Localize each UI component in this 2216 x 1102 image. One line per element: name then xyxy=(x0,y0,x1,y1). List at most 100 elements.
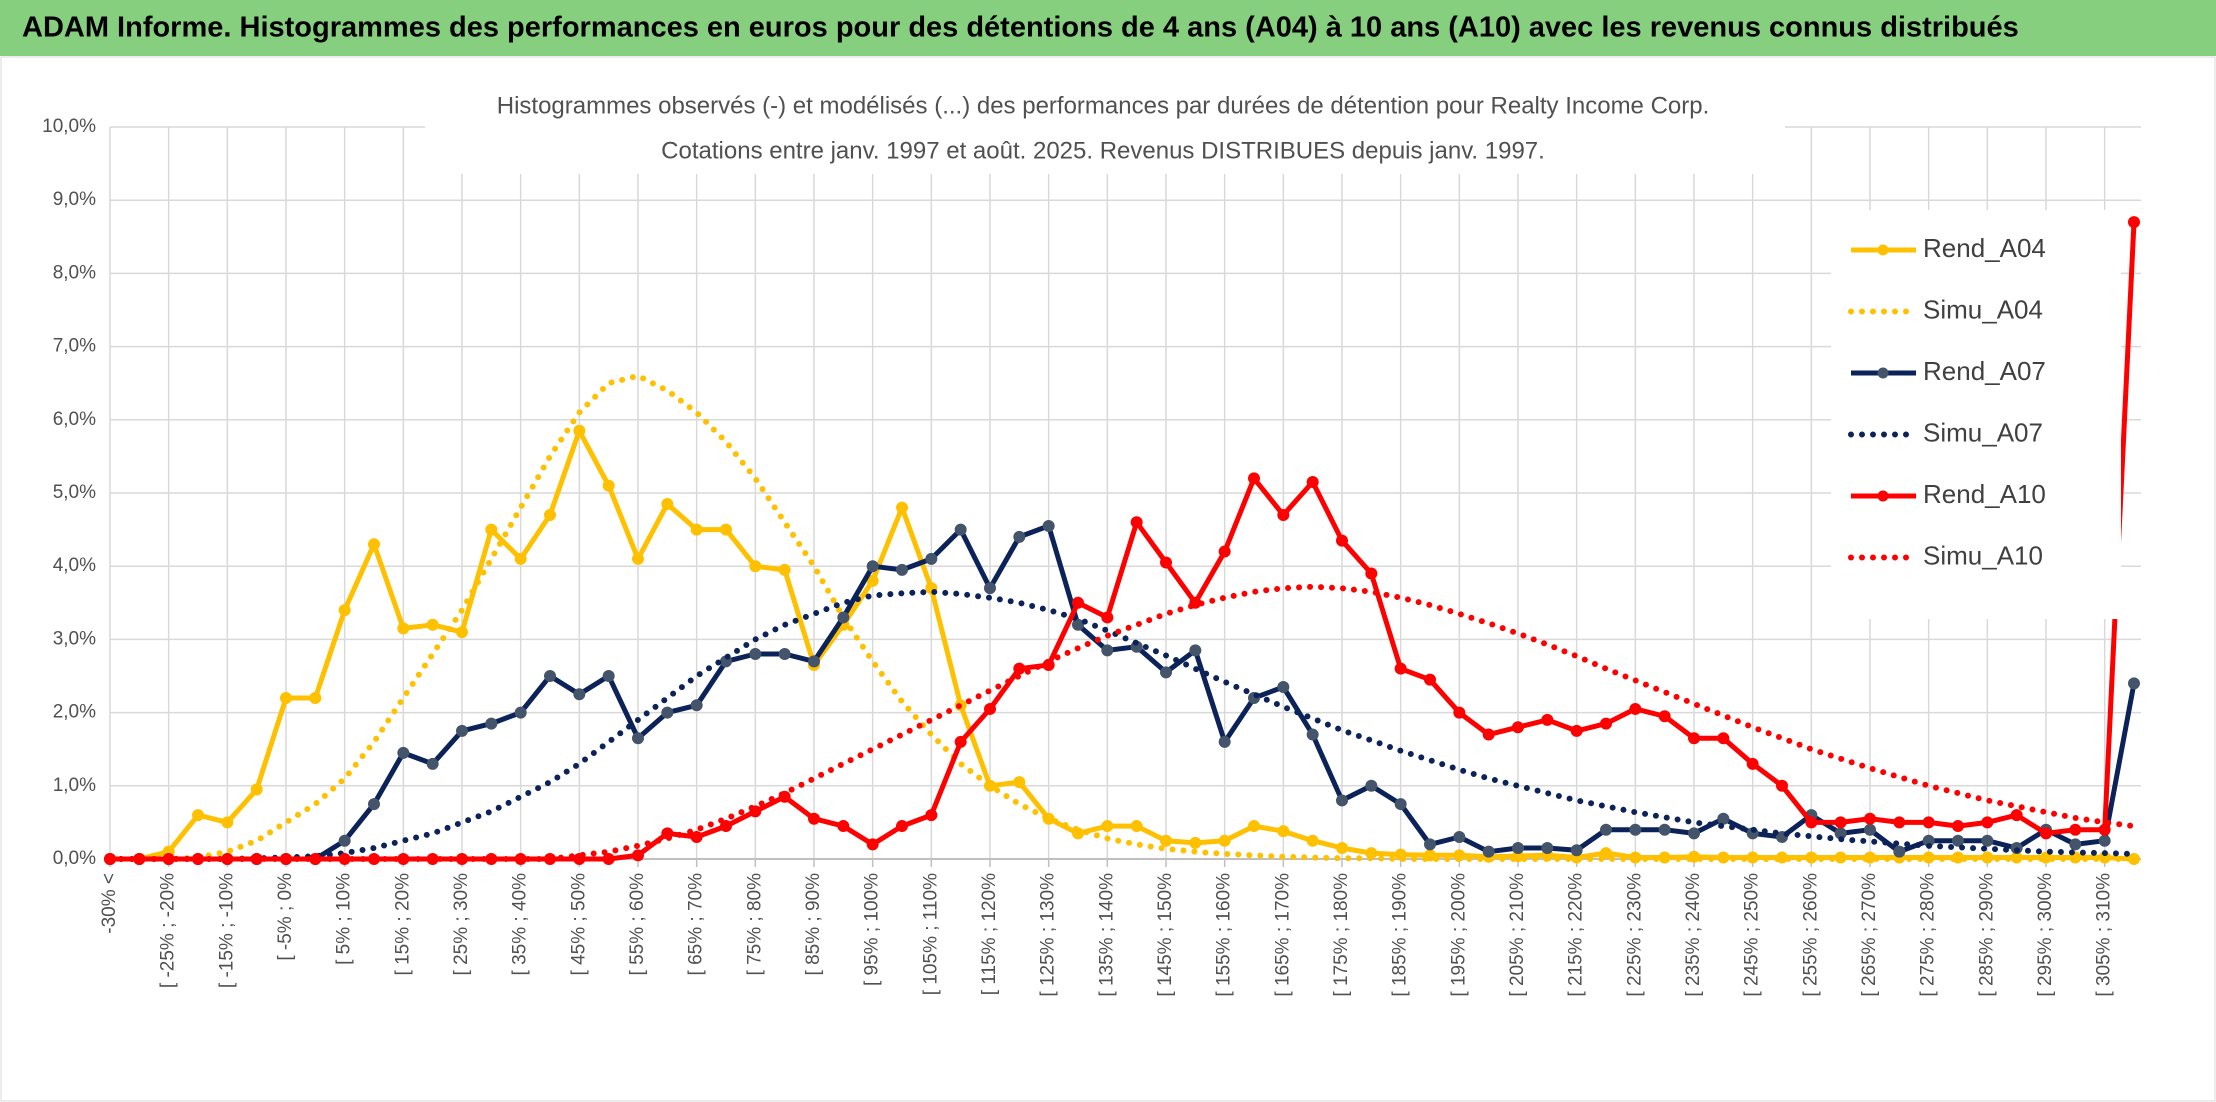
point-marker xyxy=(1688,827,1700,840)
legend-label: Simu_A04 xyxy=(1923,294,2043,324)
point-marker xyxy=(837,611,850,624)
point-marker xyxy=(2010,809,2023,822)
point-marker xyxy=(632,732,644,745)
point-marker xyxy=(720,820,732,833)
chart-subtitle: Cotations entre janv. 1997 et août. 2025… xyxy=(661,137,1545,164)
point-marker xyxy=(1248,820,1260,833)
point-marker xyxy=(1072,618,1084,631)
point-marker xyxy=(896,501,908,514)
point-marker xyxy=(1570,844,1583,857)
x-tick-label: [ 265% ; 270% xyxy=(1859,873,1880,997)
point-marker xyxy=(1600,717,1612,730)
point-marker xyxy=(1189,644,1202,657)
point-marker xyxy=(1101,611,1114,624)
point-marker xyxy=(1717,732,1730,745)
x-tick-label: [ 5% ; 10% xyxy=(334,873,355,965)
x-tick-label: [ -25% ; -20% xyxy=(158,873,179,988)
point-marker xyxy=(1952,820,1964,833)
point-marker xyxy=(1981,816,1994,829)
point-marker xyxy=(368,798,380,811)
point-marker xyxy=(456,626,468,639)
title-backdrop xyxy=(425,84,1785,174)
point-marker xyxy=(1218,834,1231,847)
x-tick-label: [ 215% ; 220% xyxy=(1566,873,1587,997)
point-marker xyxy=(1042,519,1055,532)
point-marker xyxy=(573,424,586,437)
y-tick-label: 3,0% xyxy=(53,628,96,649)
point-marker xyxy=(1013,530,1026,543)
y-tick-label: 8,0% xyxy=(53,262,96,283)
legend-label: Rend_A10 xyxy=(1923,479,2046,509)
point-marker xyxy=(544,508,556,521)
y-tick-label: 6,0% xyxy=(53,409,96,430)
point-marker xyxy=(2098,823,2111,836)
y-tick-label: 7,0% xyxy=(53,336,96,357)
x-tick-label: [ 95% ; 100% xyxy=(862,873,883,986)
point-marker xyxy=(925,809,938,822)
point-marker xyxy=(1922,816,1935,829)
point-marker xyxy=(1776,779,1788,792)
point-marker xyxy=(1893,816,1906,829)
series-line xyxy=(110,222,2137,862)
point-marker xyxy=(1541,713,1554,726)
x-tick-label: [ 195% ; 200% xyxy=(1448,873,1469,997)
point-marker xyxy=(808,655,820,668)
y-tick-label: 4,0% xyxy=(53,555,96,576)
x-tick-label: [ 135% ; 140% xyxy=(1096,873,1117,997)
point-marker xyxy=(309,691,322,704)
y-tick-label: 2,0% xyxy=(53,702,96,723)
point-marker xyxy=(1658,823,1671,836)
point-marker xyxy=(573,688,586,701)
point-marker xyxy=(1541,842,1554,855)
frame xyxy=(0,56,2216,1102)
legend-marker xyxy=(1877,244,1889,256)
point-marker xyxy=(749,560,762,573)
point-marker xyxy=(690,523,703,536)
point-marker xyxy=(632,849,644,862)
point-marker xyxy=(632,552,644,565)
point-marker xyxy=(1160,834,1172,847)
x-tick-label: [ 185% ; 190% xyxy=(1390,873,1411,997)
y-tick-label: 0,0% xyxy=(53,848,96,869)
point-marker xyxy=(1629,823,1642,836)
point-marker xyxy=(1306,834,1319,847)
series-line xyxy=(110,523,2137,862)
x-tick-label: [ 255% ; 260% xyxy=(1800,873,1821,997)
point-marker xyxy=(837,820,850,833)
legend-label: Simu_A10 xyxy=(1923,540,2043,570)
point-marker xyxy=(1336,842,1348,855)
point-marker xyxy=(1512,842,1524,855)
point-marker xyxy=(1160,556,1172,569)
point-marker xyxy=(1453,831,1466,844)
point-marker xyxy=(1864,823,1876,836)
page-title: ADAM Informe. Histogrammes des performan… xyxy=(22,12,2019,44)
point-marker xyxy=(368,538,380,551)
point-marker xyxy=(397,622,410,635)
point-marker xyxy=(338,604,351,617)
point-marker xyxy=(485,717,498,730)
x-tick-label: [ 85% ; 90% xyxy=(803,873,824,976)
x-tick-label: [ 145% ; 150% xyxy=(1155,873,1176,997)
point-marker xyxy=(1834,816,1847,829)
point-marker xyxy=(1629,702,1642,715)
legend-label: Simu_A07 xyxy=(1923,417,2043,447)
x-tick-label: [ 285% ; 290% xyxy=(1976,873,1997,997)
x-tick-label: [ 45% ; 50% xyxy=(568,873,589,976)
point-marker xyxy=(661,497,674,510)
point-marker xyxy=(1365,779,1378,792)
point-marker xyxy=(954,523,967,536)
x-tick-label: [ 115% ; 120% xyxy=(979,873,1000,995)
point-marker xyxy=(602,670,615,682)
point-marker xyxy=(426,757,439,770)
point-marker xyxy=(514,706,527,719)
point-marker xyxy=(1101,644,1114,657)
point-marker xyxy=(1072,596,1084,609)
point-marker xyxy=(954,735,967,748)
legend: Rend_A04 Simu_A04 Rend_A07 Simu_A07 Rend_A10… xyxy=(1831,210,2121,619)
x-tick-label: [ 275% ; 280% xyxy=(1918,873,1939,997)
x-tick-label: -30% < xyxy=(99,873,120,934)
x-tick-label: [ 75% ; 80% xyxy=(744,873,765,976)
point-marker xyxy=(1512,721,1524,734)
point-marker xyxy=(690,831,703,844)
